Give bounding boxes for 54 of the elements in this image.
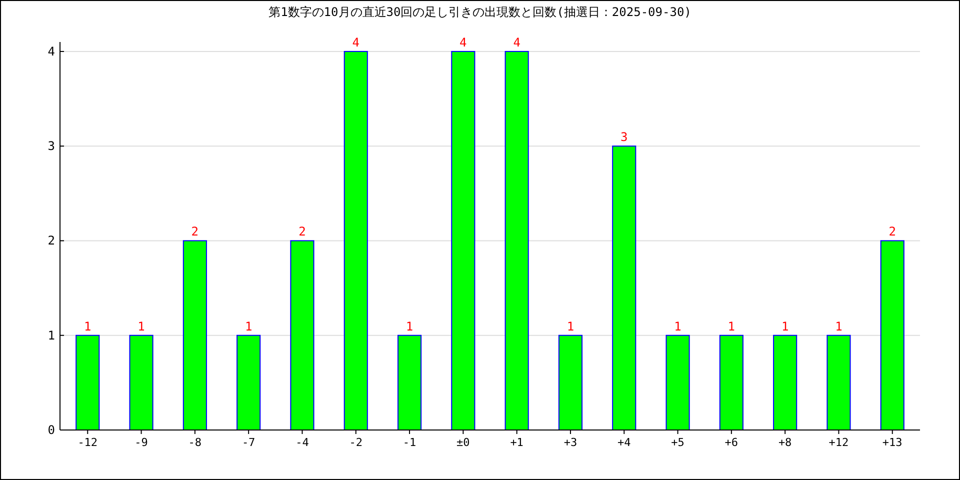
bar xyxy=(773,334,798,430)
y-tick-label: 0 xyxy=(48,423,55,437)
bar xyxy=(666,334,690,430)
x-tick-label: -7 xyxy=(242,436,256,449)
x-tick-label: -12 xyxy=(78,436,98,449)
data-label: 1 xyxy=(674,319,682,334)
data-label: 1 xyxy=(406,319,414,334)
x-tick-label: +1 xyxy=(510,436,524,449)
x-tick-label: ±0 xyxy=(456,436,470,449)
data-label: 1 xyxy=(728,319,736,334)
data-label: 1 xyxy=(566,319,574,334)
y-tick-label: 4 xyxy=(48,44,55,58)
data-label: 2 xyxy=(888,224,896,239)
y-tick-label: 1 xyxy=(48,328,55,342)
x-tick-label: +5 xyxy=(671,436,684,449)
data-label: 1 xyxy=(781,319,789,334)
bar xyxy=(558,334,583,430)
x-tick-label: -1 xyxy=(402,436,416,449)
x-tick-label: -2 xyxy=(349,436,362,449)
x-tick-label: +8 xyxy=(778,436,792,449)
data-label: 1 xyxy=(84,319,92,334)
bar xyxy=(504,50,529,430)
bar xyxy=(236,334,261,430)
data-label: 1 xyxy=(244,319,252,334)
y-tick-label: 2 xyxy=(48,234,55,248)
bar xyxy=(290,240,314,430)
bar xyxy=(880,240,904,430)
data-label: 2 xyxy=(191,224,199,239)
x-tick-label: +4 xyxy=(618,436,632,449)
bar xyxy=(76,334,100,430)
data-label: 2 xyxy=(298,224,306,239)
bar xyxy=(719,334,744,430)
x-tick-label: +12 xyxy=(828,436,849,449)
data-label: 4 xyxy=(460,35,467,50)
data-label: 4 xyxy=(352,35,360,50)
data-label: 3 xyxy=(620,130,628,144)
bar xyxy=(612,146,636,430)
x-tick-label: -9 xyxy=(134,436,148,449)
bar xyxy=(344,50,368,430)
bar xyxy=(397,334,422,430)
bar xyxy=(129,334,154,430)
x-tick-label: +13 xyxy=(882,436,902,449)
bar xyxy=(182,240,207,430)
chart-title: 第1数字の10月の直近30回の足し引きの出現数と回数(抽選日：2025-09-30) xyxy=(268,5,692,19)
data-label: 4 xyxy=(513,35,520,50)
x-tick-label: -4 xyxy=(296,436,310,449)
x-tick-label: -8 xyxy=(188,436,202,449)
data-label: 1 xyxy=(835,319,842,334)
bar xyxy=(826,334,851,430)
data-label: 1 xyxy=(138,319,145,334)
y-tick-label: 3 xyxy=(48,139,55,154)
x-tick-label: +6 xyxy=(724,436,738,449)
x-tick-label: +3 xyxy=(564,436,578,449)
bar xyxy=(451,50,476,430)
